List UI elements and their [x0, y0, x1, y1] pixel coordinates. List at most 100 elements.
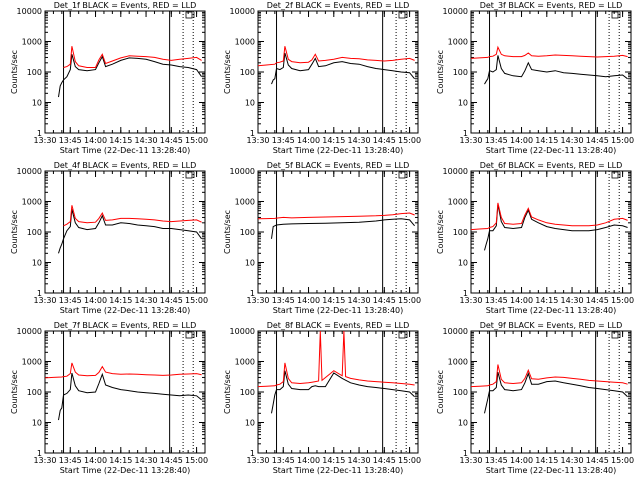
y-axis-label: Counts/sec — [223, 370, 232, 414]
plot-frame — [470, 330, 632, 454]
x-axis-label: Start Time (22-Dec-11 13:28:40) — [486, 466, 617, 475]
y-tick-label: 1000 — [448, 198, 468, 207]
legend-box — [611, 331, 619, 339]
x-axis-label: Start Time (22-Dec-11 13:28:40) — [273, 146, 404, 155]
x-tick-label: 14:30 — [561, 456, 584, 465]
y-axis-label: Counts/sec — [436, 50, 445, 94]
detector-panel: Det_7f BLACK = Events, RED = LLD 1 10 100 10… — [10, 321, 208, 475]
x-tick-label: 14:15 — [535, 136, 558, 145]
x-tick-label: 14:45 — [373, 296, 396, 305]
x-axis-label: Start Time (22-Dec-11 13:28:40) — [60, 306, 191, 315]
y-tick-label: 100 — [453, 68, 468, 77]
y-tick-label: 10 — [32, 259, 42, 268]
x-tick-label: 13:45 — [485, 456, 508, 465]
y-tick-label: 10000 — [443, 167, 468, 176]
y-axis-label: Counts/sec — [436, 210, 445, 254]
y-tick-label: 10000 — [443, 7, 468, 16]
x-tick-label: 14:15 — [109, 456, 132, 465]
x-tick-label: 15:00 — [185, 456, 208, 465]
y-tick-label: 1000 — [448, 38, 468, 47]
plot-frame — [257, 330, 419, 454]
events-series-line — [484, 371, 628, 414]
panel-title: Det_1f BLACK = Events, RED = LLD — [54, 1, 197, 10]
plot-frame — [257, 170, 419, 294]
x-tick-label: 14:30 — [561, 296, 584, 305]
x-tick-label: 15:00 — [185, 136, 208, 145]
x-tick-label: 13:30 — [246, 296, 269, 305]
x-tick-label: 13:45 — [272, 296, 295, 305]
x-tick-label: 13:30 — [33, 136, 56, 145]
y-tick-label: 100 — [240, 68, 255, 77]
y-tick-label: 1 — [463, 449, 468, 458]
plot-area — [258, 171, 415, 293]
plot-area — [471, 171, 628, 293]
y-tick-label: 1 — [250, 289, 255, 298]
x-tick-label: 14:00 — [84, 296, 107, 305]
panel-title: Det_6f BLACK = Events, RED = LLD — [480, 161, 623, 170]
events-series-line — [484, 55, 628, 85]
plot-area — [471, 331, 628, 453]
panel-title: Det_3f BLACK = Events, RED = LLD — [480, 1, 623, 10]
x-tick-label: 14:00 — [510, 456, 533, 465]
y-tick-label: 100 — [27, 388, 42, 397]
x-tick-label: 14:30 — [348, 456, 371, 465]
x-tick-label: 13:30 — [33, 456, 56, 465]
x-tick-label: 15:00 — [611, 456, 634, 465]
events-series-line — [58, 209, 203, 254]
lld-series-line — [471, 202, 628, 231]
x-tick-label: 14:00 — [297, 136, 320, 145]
legend-box — [398, 11, 406, 19]
y-tick-label: 10 — [32, 419, 42, 428]
y-tick-label: 10 — [245, 259, 255, 268]
x-tick-label: 15:00 — [398, 296, 421, 305]
y-tick-label: 1000 — [22, 358, 42, 367]
y-tick-label: 1000 — [22, 198, 42, 207]
x-tick-label: 14:15 — [322, 296, 345, 305]
x-tick-label: 13:30 — [246, 456, 269, 465]
x-tick-label: 15:00 — [185, 296, 208, 305]
y-axis-label: Counts/sec — [223, 210, 232, 254]
y-tick-label: 10 — [458, 259, 468, 268]
detector-panel: Det_5f BLACK = Events, RED = LLD 1 10 100 10… — [223, 161, 421, 315]
y-tick-label: 10000 — [230, 167, 255, 176]
y-tick-label: 10 — [458, 99, 468, 108]
detector-panel: Det_6f BLACK = Events, RED = LLD 1 10 100 10… — [436, 161, 634, 315]
x-tick-label: 14:30 — [348, 136, 371, 145]
x-tick-label: 14:00 — [510, 296, 533, 305]
y-axis-label: Counts/sec — [10, 370, 19, 414]
y-tick-label: 10 — [458, 419, 468, 428]
x-tick-label: 14:30 — [561, 136, 584, 145]
x-tick-label: 14:30 — [135, 136, 158, 145]
detector-panel: Det_9f BLACK = Events, RED = LLD 1 10 100 10… — [436, 321, 634, 475]
x-tick-label: 13:30 — [459, 296, 482, 305]
x-tick-label: 14:15 — [109, 136, 132, 145]
x-axis-label: Start Time (22-Dec-11 13:28:40) — [60, 466, 191, 475]
legend-box — [611, 11, 619, 19]
x-tick-label: 14:00 — [297, 296, 320, 305]
y-tick-label: 10000 — [17, 7, 42, 16]
y-tick-label: 100 — [240, 228, 255, 237]
y-tick-label: 10000 — [17, 327, 42, 336]
panel-title: Det_7f BLACK = Events, RED = LLD — [54, 321, 197, 330]
x-axis-label: Start Time (22-Dec-11 13:28:40) — [273, 306, 404, 315]
y-tick-label: 10000 — [17, 167, 42, 176]
x-axis-label: Start Time (22-Dec-11 13:28:40) — [486, 146, 617, 155]
y-tick-label: 10000 — [230, 7, 255, 16]
x-tick-label: 14:00 — [297, 456, 320, 465]
plot-area — [58, 11, 203, 133]
x-tick-label: 14:15 — [109, 296, 132, 305]
x-tick-label: 14:30 — [135, 456, 158, 465]
detector-panel: Det_8f BLACK = Events, RED = LLD 1 10 100 10… — [223, 321, 421, 475]
events-series-line — [58, 372, 202, 421]
lld-series-line — [45, 362, 202, 379]
x-tick-label: 14:15 — [322, 456, 345, 465]
x-tick-label: 13:45 — [485, 296, 508, 305]
detector-panel: Det_3f BLACK = Events, RED = LLD 1 10 100 10… — [436, 1, 634, 155]
x-tick-label: 13:30 — [246, 136, 269, 145]
panel-title: Det_4f BLACK = Events, RED = LLD — [54, 161, 197, 170]
x-tick-label: 13:45 — [59, 456, 82, 465]
plot-area — [471, 11, 628, 133]
x-tick-label: 14:30 — [135, 296, 158, 305]
x-axis-label: Start Time (22-Dec-11 13:28:40) — [273, 466, 404, 475]
